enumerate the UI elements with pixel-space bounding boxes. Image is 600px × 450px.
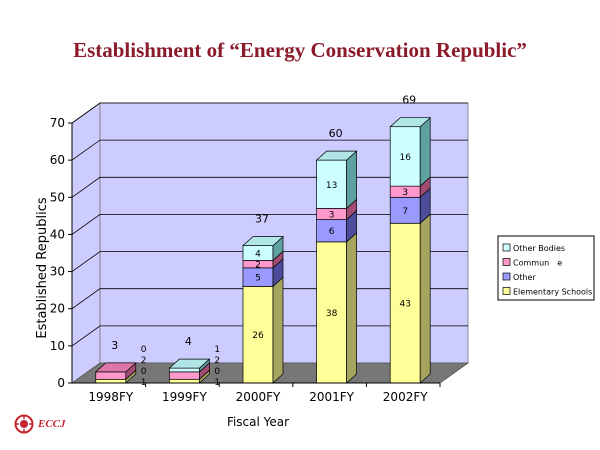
bar-segment-front [169, 378, 200, 384]
y-axis-title: Established Republics [35, 197, 50, 338]
legend-label: Other [513, 273, 536, 282]
legend-swatch [502, 272, 511, 281]
bar-top-cap [242, 236, 284, 246]
total-label: 37 [255, 213, 269, 226]
legend-label: Other Bodies [513, 244, 565, 253]
bar-top-cap [94, 362, 137, 373]
data-label: 1 [141, 378, 147, 388]
legend-label: Commun e [513, 259, 562, 268]
total-label: 60 [329, 127, 343, 140]
slide-title: Establishment of “Energy Conservation Re… [73, 38, 527, 62]
bar-segment-side [346, 150, 357, 210]
bar-segment-side [346, 232, 357, 384]
bar-top-cap [315, 150, 358, 161]
x-axis-title: Fiscal Year [227, 415, 289, 429]
eccj-emblem-icon [14, 414, 34, 434]
total-label: 69 [402, 94, 416, 107]
chart-side-wall [71, 102, 101, 384]
bar-segment-front [169, 371, 200, 380]
y-tick-label: 20 [50, 302, 65, 316]
data-label: 3 [402, 188, 408, 198]
data-label: 3 [329, 211, 335, 221]
bar-segment-front [389, 196, 421, 224]
x-tick-label: 1999FY [162, 390, 207, 404]
data-label: 16 [399, 153, 411, 163]
data-label: 0 [141, 367, 147, 377]
x-tick-label: 2001FY [309, 390, 354, 404]
y-tick-label: 0 [57, 376, 65, 390]
y-tick-label: 70 [50, 116, 65, 130]
y-tick-label: 30 [50, 265, 65, 279]
data-label: 2 [141, 356, 147, 366]
data-label: 1 [214, 378, 220, 388]
x-tick-label: 2002FY [383, 390, 428, 404]
bar-segment-side [419, 116, 431, 187]
bar-top-cap [168, 358, 211, 369]
bar-segment-front [95, 371, 127, 380]
data-label: 1 [214, 345, 220, 355]
data-label: 7 [402, 207, 408, 217]
bar-segment-front [389, 126, 421, 187]
bar-segment-front [169, 367, 200, 373]
eccj-logo: ECCJ [14, 414, 66, 434]
bar-segment-front [95, 378, 127, 384]
chart-bars [94, 116, 432, 384]
total-label: 4 [185, 335, 192, 348]
data-label: 4 [255, 250, 261, 260]
data-label: 0 [141, 345, 147, 355]
data-label: 5 [255, 274, 261, 284]
data-label: 0 [214, 367, 220, 377]
bar-segment-side [419, 213, 431, 384]
data-label: 2 [255, 261, 261, 271]
y-tick-label: 40 [50, 227, 65, 241]
bar-segment-front [389, 222, 421, 384]
legend-swatch [502, 243, 511, 252]
y-tick-label: 60 [50, 153, 65, 167]
data-label: 43 [399, 300, 410, 310]
legend-box [497, 235, 595, 301]
y-tick-label: 50 [50, 190, 65, 204]
data-label: 13 [326, 181, 337, 191]
x-tick-label: 1998FY [88, 390, 133, 404]
data-label: 38 [326, 309, 338, 319]
legend-swatch [502, 258, 511, 266]
bar-top-cap [389, 117, 432, 128]
bar-segment-side [272, 276, 284, 384]
data-label: 6 [329, 227, 335, 237]
data-label: 26 [252, 331, 264, 341]
x-tick-label: 2000FY [236, 390, 281, 404]
chart-legend: Other Bodies Commun e Other Elementary Scho… [497, 235, 595, 301]
data-label: 2 [214, 356, 220, 366]
y-gridline [71, 102, 468, 124]
y-gridline [71, 139, 468, 161]
legend-label: Elementary Schools [513, 288, 592, 297]
total-label: 3 [111, 339, 118, 352]
logo-text: ECCJ [38, 418, 66, 430]
legend-swatch [502, 287, 511, 295]
y-tick-label: 10 [50, 339, 65, 353]
